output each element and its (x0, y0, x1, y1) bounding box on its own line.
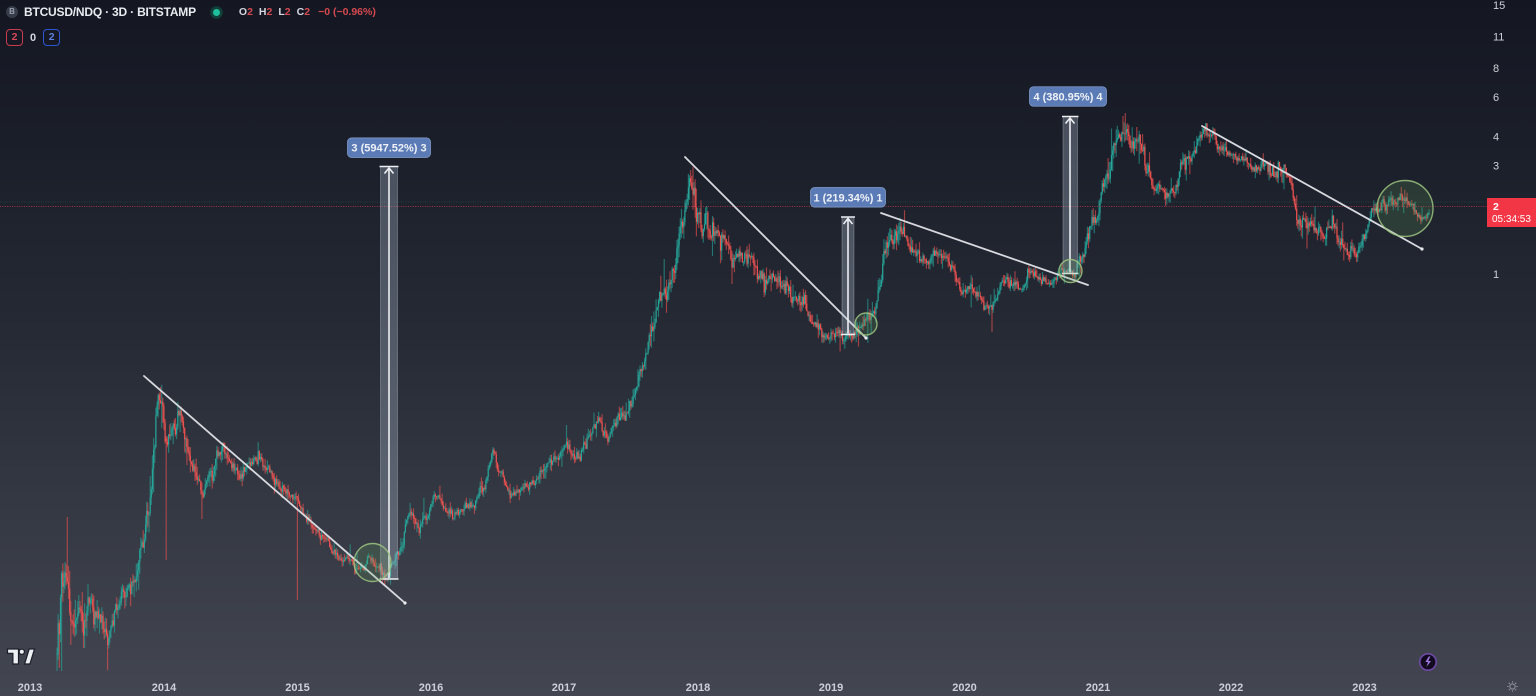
svg-text:2: 2 (1493, 201, 1499, 213)
svg-text:2015: 2015 (285, 682, 309, 694)
svg-text:2021: 2021 (1086, 682, 1110, 694)
svg-text:11: 11 (1493, 32, 1504, 44)
svg-text:2022: 2022 (1219, 682, 1243, 694)
svg-text:2020: 2020 (952, 682, 976, 694)
svg-text:2017: 2017 (552, 682, 576, 694)
svg-text:4: 4 (1493, 132, 1499, 144)
svg-text:2019: 2019 (819, 682, 843, 694)
svg-text:2013: 2013 (18, 682, 42, 694)
svg-text:6: 6 (1493, 92, 1499, 104)
svg-text:2023: 2023 (1352, 682, 1376, 694)
svg-text:15: 15 (1493, 0, 1505, 12)
svg-text:2016: 2016 (419, 682, 443, 694)
svg-text:3: 3 (1493, 161, 1499, 173)
svg-text:2018: 2018 (686, 682, 710, 694)
svg-text:05:34:53: 05:34:53 (1492, 214, 1531, 225)
svg-text:8: 8 (1493, 63, 1499, 75)
svg-text:1 (219.34%) 1: 1 (219.34%) 1 (813, 192, 882, 204)
svg-text:1: 1 (1493, 269, 1499, 281)
svg-text:3 (5947.52%) 3: 3 (5947.52%) 3 (351, 143, 426, 155)
svg-text:2014: 2014 (152, 682, 177, 694)
svg-text:4 (380.95%) 4: 4 (380.95%) 4 (1033, 92, 1103, 104)
